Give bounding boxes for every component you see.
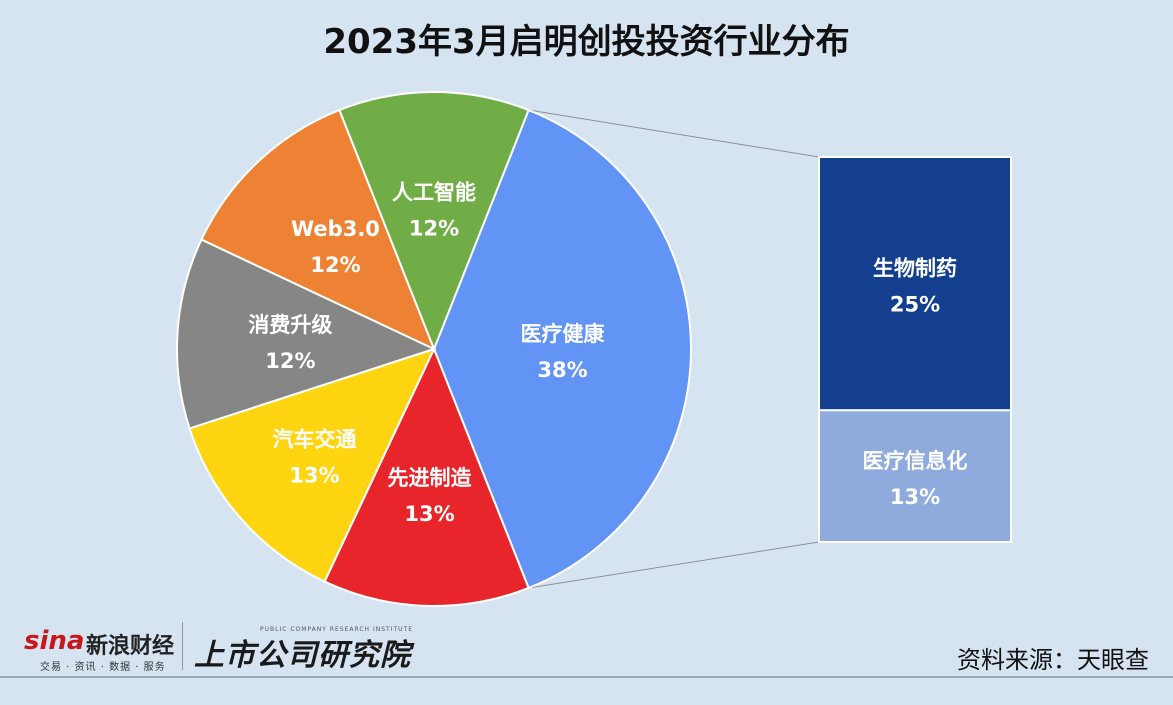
branding-divider	[182, 622, 183, 670]
pie-slice-1	[323, 346, 530, 607]
pie-slice-4	[200, 108, 436, 351]
lab-name: 上市公司研究院	[194, 638, 411, 673]
slice-value-5: 12%	[409, 217, 459, 241]
slice-value-2: 13%	[289, 463, 339, 487]
connector-lines	[528, 109, 820, 589]
bar-label-0: 生物制药	[873, 257, 957, 281]
slice-label-1: 先进制造	[387, 466, 472, 490]
connector-bottom	[528, 541, 820, 589]
bar-value-0: 25%	[890, 293, 940, 317]
slice-label-5: 人工智能	[392, 181, 476, 205]
pie-slice-5	[338, 91, 530, 352]
sina-logo: sina	[24, 626, 85, 656]
branding: sina 新浪财经 交易 · 资讯 · 数据 · 服务 PUBLIC COMPA…	[24, 622, 444, 673]
connector-top	[528, 109, 820, 158]
bar-value-1: 13%	[890, 485, 940, 509]
slice-value-0: 38%	[537, 358, 587, 382]
slice-value-3: 12%	[265, 349, 315, 373]
bottom-rule	[0, 676, 1173, 678]
slice-label-2: 汽车交通	[272, 427, 356, 451]
slice-value-4: 12%	[310, 253, 360, 277]
pie-slices	[176, 91, 693, 607]
slice-labels: 医疗健康 38% 先进制造 13% 汽车交通 13% 消费升级 12% Web3.0 12% 人工智…	[248, 181, 967, 526]
sina-name: 新浪财经	[86, 634, 175, 659]
breakdown-bar	[818, 156, 1012, 543]
bar-segment-1	[818, 409, 1012, 543]
pie-slice-0	[432, 108, 693, 590]
slice-label-0: 医疗健康	[521, 322, 606, 346]
source-note: 资料来源：天眼查	[957, 646, 1149, 674]
bar-segment-0	[818, 156, 1012, 412]
slice-value-1: 13%	[404, 502, 454, 526]
pie-slice-2	[188, 347, 436, 583]
slice-label-4: Web3.0	[291, 217, 380, 241]
lab-name-en: PUBLIC COMPANY RESEARCH INSTITUTE	[260, 626, 413, 633]
chart-title: 2023年3月启明创投投资行业分布	[323, 22, 850, 62]
bar-label-1: 医疗信息化	[863, 449, 968, 473]
sina-tagline: 交易 · 资讯 · 数据 · 服务	[40, 662, 166, 673]
pie-slice-3	[176, 238, 437, 430]
slice-label-3: 消费升级	[248, 313, 332, 337]
